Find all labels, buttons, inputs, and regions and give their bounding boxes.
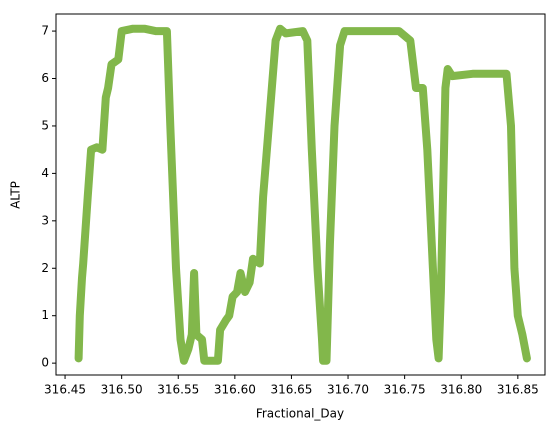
x-tick-label: 316.45 xyxy=(44,383,86,397)
x-tick-label: 316.85 xyxy=(497,383,539,397)
y-axis-label: ALTP xyxy=(9,181,23,209)
x-tick-label: 316.80 xyxy=(440,383,482,397)
data-line xyxy=(74,24,531,365)
y-tick-label: 2 xyxy=(41,261,49,275)
x-axis-label: Fractional_Day xyxy=(256,407,344,421)
y-tick-label: 3 xyxy=(41,213,49,227)
y-tick-label: 6 xyxy=(41,71,49,85)
plot-frame xyxy=(55,13,546,376)
y-tick-label: 7 xyxy=(41,24,49,38)
x-tick-label: 316.60 xyxy=(214,383,256,397)
x-tick-label: 316.70 xyxy=(327,383,369,397)
y-tick-label: 1 xyxy=(41,308,49,322)
y-tick-label: 0 xyxy=(41,356,49,370)
x-tick-label: 316.75 xyxy=(384,383,426,397)
y-tick-label: 5 xyxy=(41,118,49,132)
x-tick-label: 316.50 xyxy=(101,383,143,397)
y-tick-label: 4 xyxy=(41,166,49,180)
x-tick-label: 316.55 xyxy=(157,383,199,397)
x-tick-label: 316.65 xyxy=(270,383,312,397)
